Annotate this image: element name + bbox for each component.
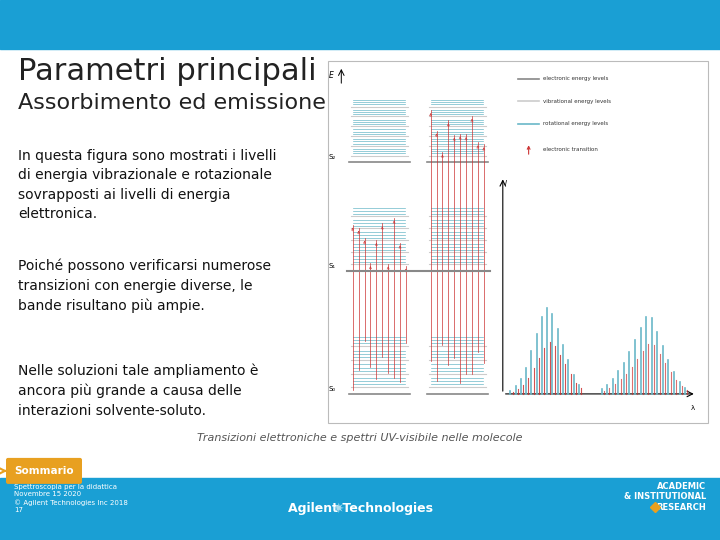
Text: rotational energy levels: rotational energy levels xyxy=(543,121,608,126)
Text: ACADEMIC
& INSTITUTIONAL
RESEARCH: ACADEMIC & INSTITUTIONAL RESEARCH xyxy=(624,482,706,512)
Text: ✷: ✷ xyxy=(332,502,344,516)
Text: E: E xyxy=(329,71,333,79)
Text: I: I xyxy=(505,180,507,186)
Text: Agilent Technologies: Agilent Technologies xyxy=(287,502,433,516)
Text: Spettroscopia per la didattica
Novembre 15 2020
© Agilent Technologies Inc 2018
: Spettroscopia per la didattica Novembre … xyxy=(14,484,128,514)
Text: S₁: S₁ xyxy=(329,263,336,269)
Text: Parametri principali: Parametri principali xyxy=(18,57,317,86)
Text: S₂: S₂ xyxy=(329,154,336,160)
Bar xyxy=(328,60,708,423)
Text: S₀: S₀ xyxy=(329,386,336,392)
Text: Poiché possono verificarsi numerose
transizioni con energie diverse, le
bande ri: Poiché possono verificarsi numerose tran… xyxy=(18,259,271,313)
Text: Nelle soluzioni tale ampliamento è
ancora più grande a causa delle
interazioni s: Nelle soluzioni tale ampliamento è ancor… xyxy=(18,363,258,418)
FancyBboxPatch shape xyxy=(6,458,82,484)
Text: Sommario: Sommario xyxy=(14,466,74,476)
Text: vibrational energy levels: vibrational energy levels xyxy=(543,99,611,104)
Text: Assorbimento ed emissione: Assorbimento ed emissione xyxy=(18,92,326,113)
Text: In questa figura sono mostrati i livelli
di energia vibrazionale e rotazionale
s: In questa figura sono mostrati i livelli… xyxy=(18,148,276,221)
Text: Transizioni elettroniche e spettri UV-visibile nelle molecole: Transizioni elettroniche e spettri UV-vi… xyxy=(197,433,523,443)
Bar xyxy=(0,0,720,49)
Text: λ: λ xyxy=(690,405,695,411)
Text: electronic transition: electronic transition xyxy=(543,147,598,152)
Text: electronic energy levels: electronic energy levels xyxy=(543,76,608,81)
Bar xyxy=(0,478,720,540)
